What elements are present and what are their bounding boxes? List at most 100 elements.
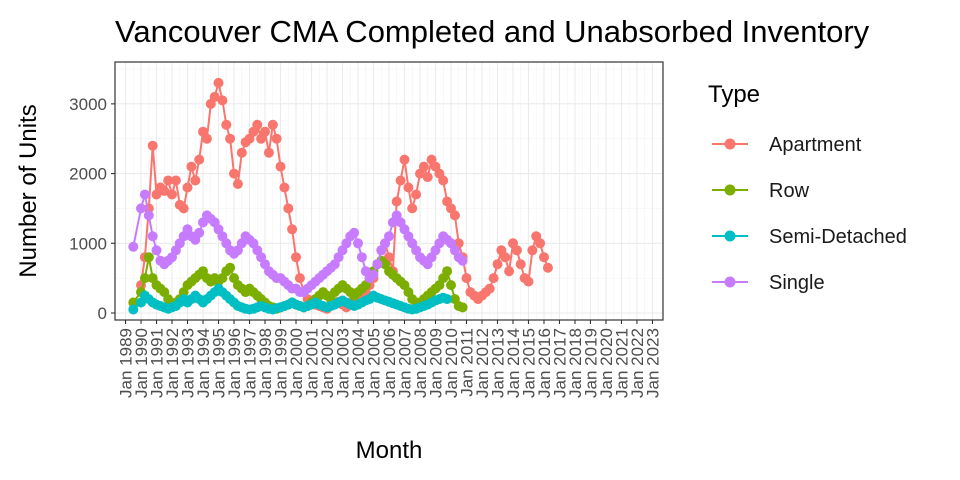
data-point [535, 238, 546, 249]
data-point [128, 297, 139, 308]
data-point [283, 203, 294, 214]
series-single [128, 189, 468, 298]
x-tick-label: Jan 2017 [550, 328, 569, 398]
data-point [267, 119, 278, 130]
data-point [225, 133, 236, 144]
x-tick-label: Jan 1991 [148, 328, 167, 398]
data-point [182, 182, 193, 193]
legend-key-point [724, 184, 736, 196]
y-tick-label: 1000 [69, 234, 107, 253]
x-tick-label: Jan 2012 [473, 328, 492, 398]
data-point [539, 252, 549, 263]
data-point [229, 168, 239, 179]
x-tick-label: Jan 2022 [628, 328, 647, 398]
x-tick-label: Jan 2007 [395, 328, 414, 398]
data-point [372, 259, 383, 270]
x-tick-label: Jan 2006 [380, 328, 399, 398]
data-point [511, 245, 522, 256]
data-point [232, 179, 243, 189]
data-point [194, 154, 205, 165]
data-point [484, 283, 495, 294]
data-point [399, 154, 410, 165]
data-point [291, 252, 301, 263]
series-layer [128, 77, 553, 315]
data-point [275, 161, 286, 172]
x-tick-label: Jan 2010 [442, 328, 461, 398]
legend-item: Semi-Detached [712, 226, 907, 248]
data-point [457, 255, 468, 266]
x-tick-label: Jan 1990 [132, 328, 151, 398]
data-point [147, 140, 158, 151]
data-point [260, 126, 270, 137]
data-point [368, 269, 379, 280]
data-point [225, 262, 236, 273]
data-point [523, 276, 534, 287]
data-point [442, 294, 453, 305]
x-tick-label: Jan 1992 [163, 328, 182, 398]
data-point [515, 259, 526, 270]
x-tick-label: Jan 2008 [411, 328, 430, 398]
legend-item: Single [712, 272, 825, 294]
data-point [170, 175, 181, 186]
x-tick-label: Jan 2020 [597, 328, 616, 398]
x-tick-label: Jan 2015 [519, 328, 538, 398]
x-tick-label: Jan 2021 [612, 328, 631, 398]
data-point [201, 133, 212, 144]
data-point [391, 196, 402, 207]
x-tick-label: Jan 1996 [225, 328, 244, 398]
x-tick-label: Jan 1995 [210, 328, 229, 398]
data-point [438, 175, 449, 186]
data-point [139, 189, 150, 200]
data-point [527, 245, 538, 256]
x-tick-label: Jan 2014 [504, 328, 523, 398]
data-point [194, 227, 205, 238]
x-tick-label: Jan 2002 [318, 328, 337, 398]
data-point [294, 273, 305, 284]
x-tick-label: Jan 2005 [365, 328, 384, 398]
data-point [461, 273, 472, 284]
data-point [418, 161, 429, 172]
legend: Type Apartment Row Semi-Detached Single [708, 81, 907, 294]
legend-key-point [724, 276, 736, 288]
data-point [128, 304, 139, 315]
data-point [159, 186, 170, 196]
data-point [178, 203, 189, 214]
data-point [356, 252, 367, 263]
legend-key-point [724, 138, 736, 150]
legend-title: Type [708, 81, 760, 108]
data-point [395, 175, 406, 186]
data-point [500, 252, 511, 263]
data-point [411, 189, 422, 200]
data-point [263, 147, 274, 158]
chart-title: Vancouver CMA Completed and Unabsorbed I… [115, 14, 870, 49]
plot-area [114, 61, 664, 321]
y-axis: 0 1000 2000 3000 [69, 95, 115, 323]
data-point [209, 91, 220, 102]
data-point [252, 119, 263, 130]
legend-label: Apartment [769, 134, 862, 156]
legend-label: Row [769, 180, 810, 202]
y-tick-label: 2000 [69, 165, 107, 184]
data-point [446, 280, 456, 291]
data-point [143, 210, 154, 221]
data-point [422, 172, 433, 183]
data-point [457, 302, 468, 313]
x-tick-label: Jan 2023 [643, 328, 662, 398]
x-tick-label: Jan 2018 [566, 328, 585, 398]
legend-item: Apartment [712, 134, 862, 156]
data-point [190, 175, 201, 186]
data-point [384, 231, 394, 242]
data-point [353, 238, 363, 249]
data-point [271, 133, 282, 144]
x-tick-label: Jan 2019 [581, 328, 600, 398]
x-tick-label: Jan 2003 [334, 328, 353, 398]
x-tick-label: Jan 1997 [241, 328, 260, 398]
data-point [217, 95, 228, 106]
data-point [221, 119, 232, 130]
data-point [488, 273, 499, 284]
data-point [128, 241, 139, 252]
data-point [542, 262, 553, 273]
data-point [403, 182, 414, 193]
